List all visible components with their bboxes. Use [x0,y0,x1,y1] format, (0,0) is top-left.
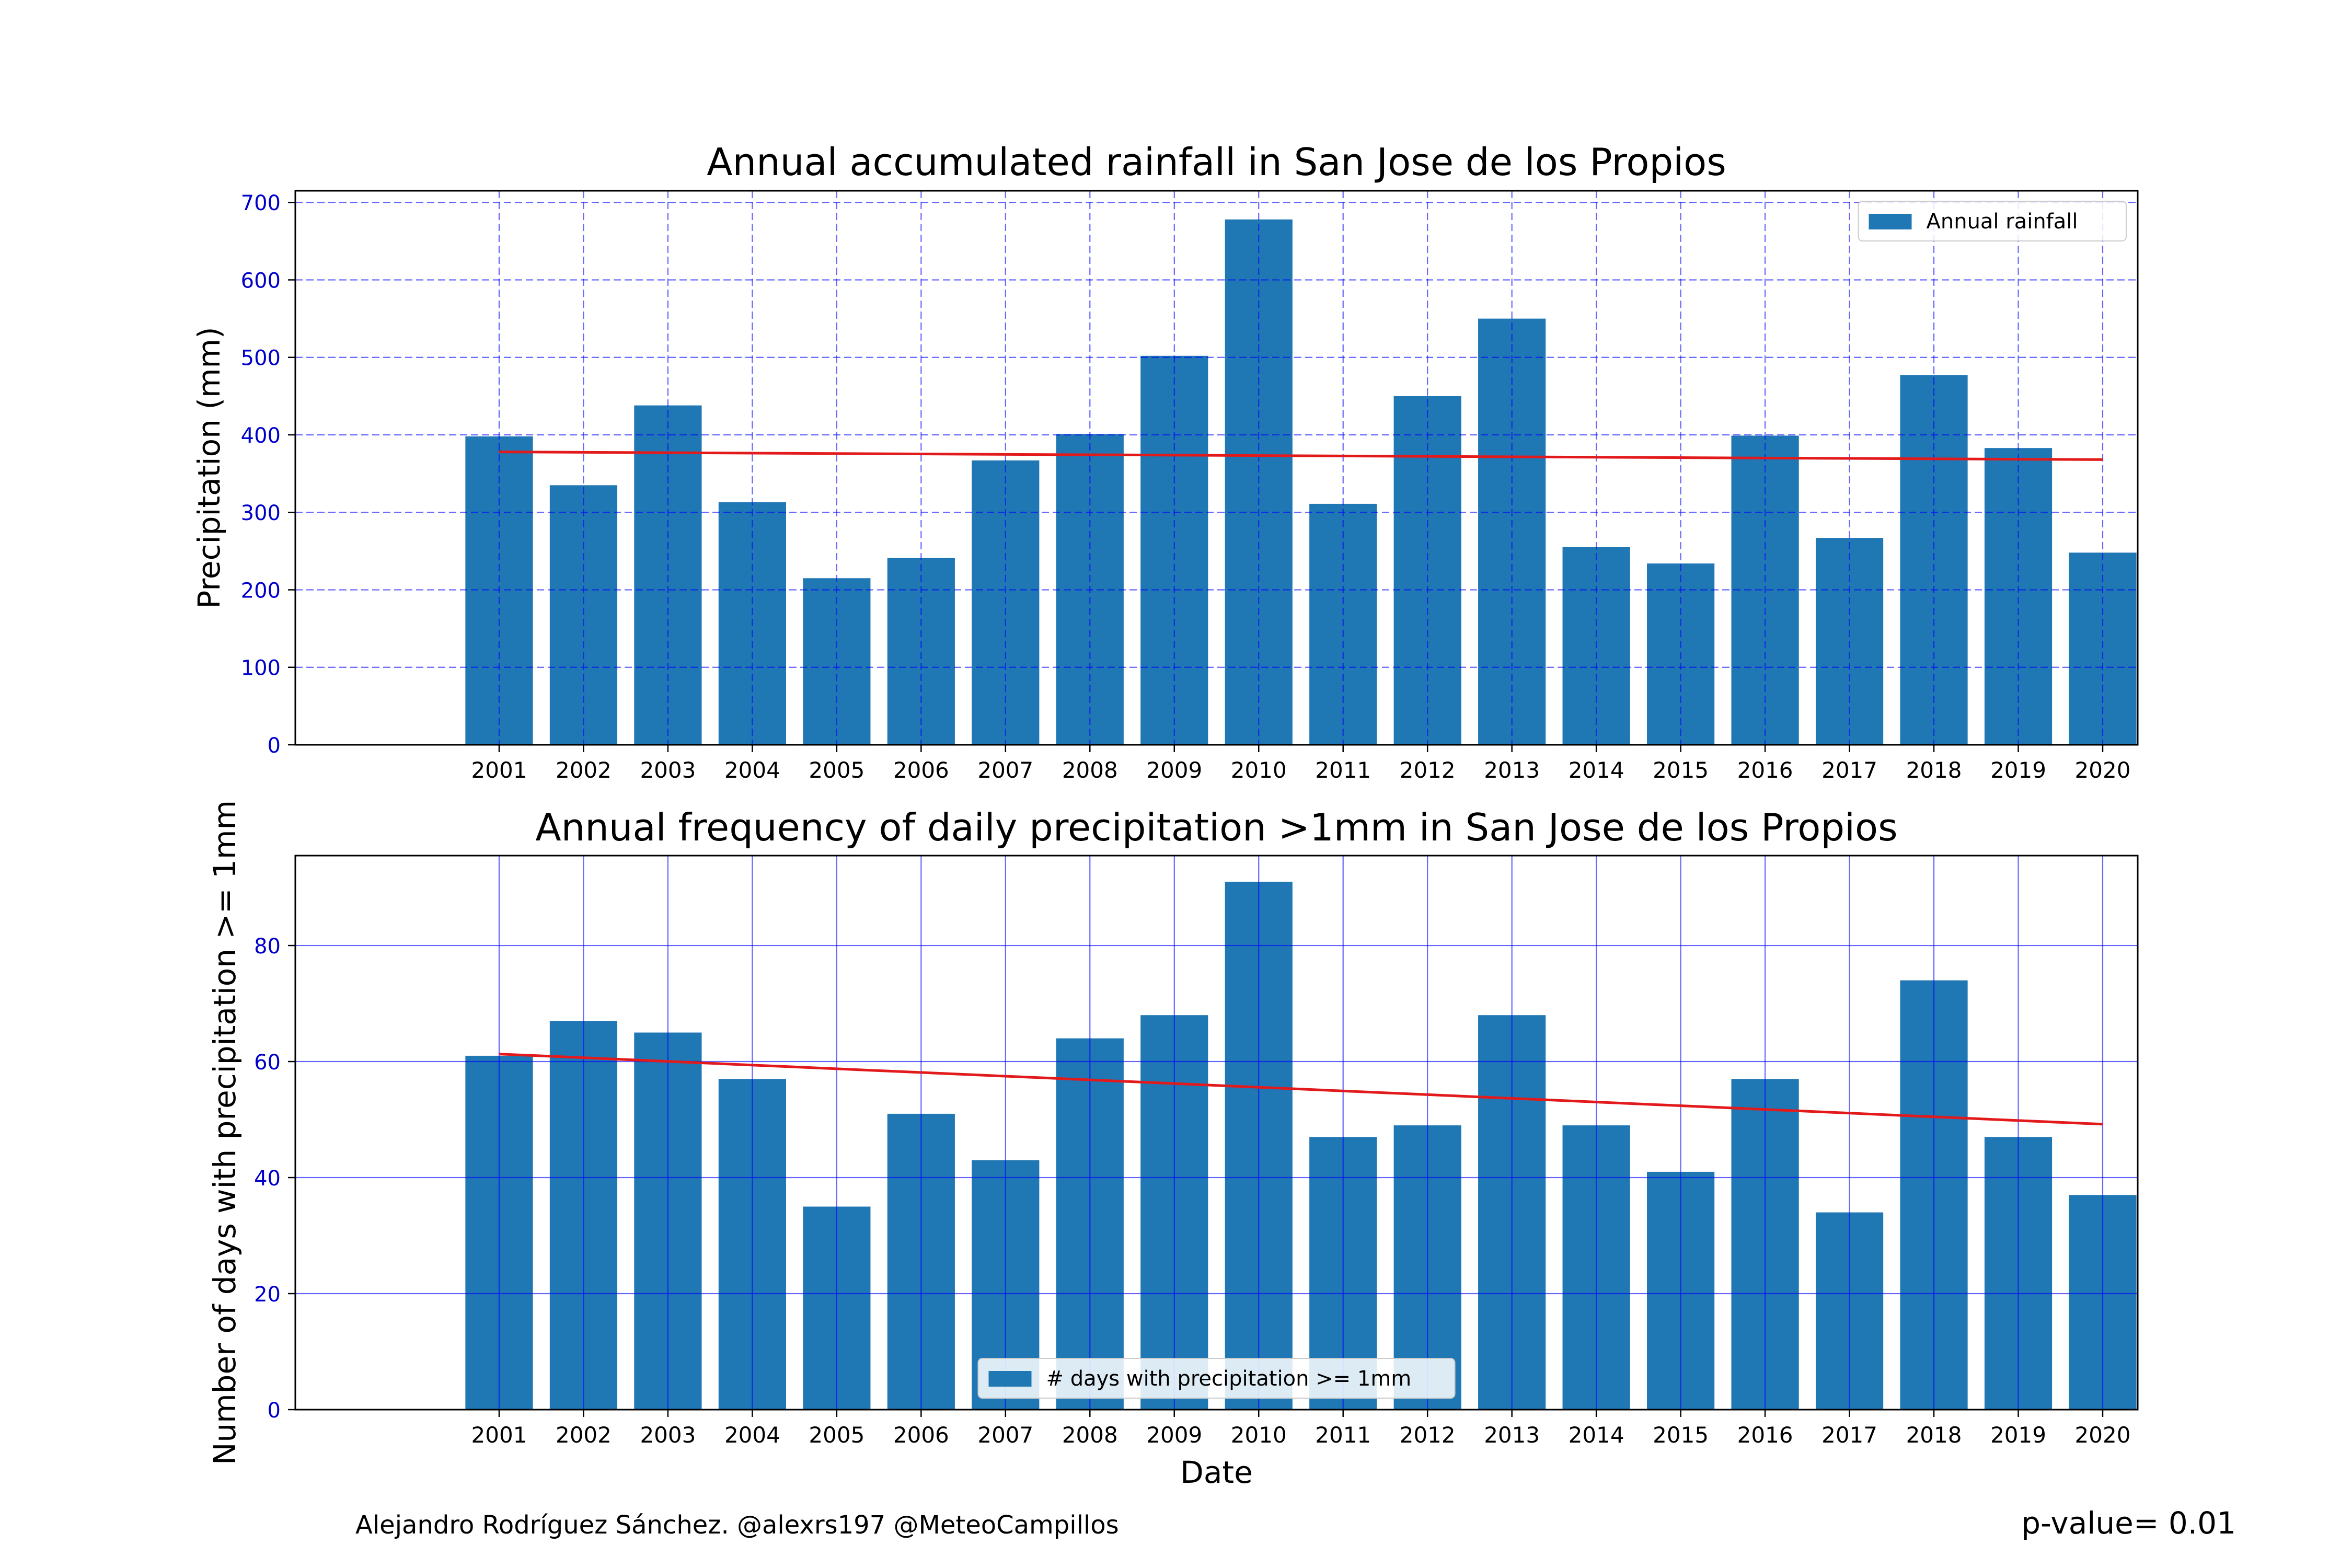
x-axis-label: Date [1180,1455,1253,1490]
legend-swatch [1869,214,1912,229]
x-tick-label: 2006 [893,1422,949,1448]
y-tick-label: 0 [268,1399,281,1423]
legend-label: Annual rainfall [1927,210,2078,234]
x-tick-label: 2007 [977,1422,1033,1448]
x-tick-label: 2001 [471,757,527,783]
y-tick-label: 400 [241,424,281,448]
x-tick-label: 2010 [1231,757,1287,783]
x-tick-label: 2001 [471,1422,527,1448]
legend-label: # days with precipitation >= 1mm [1046,1367,1412,1391]
x-tick-label: 2015 [1653,757,1709,783]
y-tick-label: 600 [241,269,281,293]
y-tick-label: 500 [241,347,281,371]
x-tick-label: 2013 [1484,1422,1540,1448]
x-tick-label: 2019 [1990,1422,2046,1448]
x-tick-label: 2020 [2075,1422,2131,1448]
trend-line [499,451,2103,461]
x-tick-label: 2011 [1315,1422,1371,1448]
y-axis-label: Number of days with precipitation >= 1mm [207,800,243,1465]
x-tick-label: 2013 [1484,757,1540,783]
legend-box [977,1358,1456,1399]
x-tick-label: 2006 [893,757,949,783]
trend-line [499,1053,2103,1126]
x-tick-label: 2004 [724,1422,780,1448]
x-tick-label: 2014 [1569,757,1624,783]
y-tick-label: 0 [268,734,281,758]
legend-swatch [988,1371,1032,1387]
x-tick-label: 2003 [640,1422,696,1448]
x-tick-label: 2016 [1737,1422,1793,1448]
x-tick-label: 2009 [1146,1422,1202,1448]
x-tick-label: 2018 [1906,757,1962,783]
chart-title: Annual frequency of daily precipitation … [535,805,1897,849]
x-tick-label: 2018 [1906,1422,1962,1448]
x-tick-label: 2020 [2075,757,2131,783]
y-tick-label: 200 [241,579,281,603]
x-tick-label: 2008 [1062,757,1118,783]
x-tick-label: 2019 [1990,757,2046,783]
x-tick-label: 2014 [1569,1422,1624,1448]
y-tick-label: 100 [241,656,281,681]
rainfall-chart: Annual accumulated rainfall in San Jose … [191,140,2139,783]
rain-days-chart: Annual frequency of daily precipitation … [207,800,2139,1490]
y-axis-label: Precipitation (mm) [191,327,227,608]
y-tick-label: 300 [241,501,281,525]
y-tick-label: 700 [241,191,281,215]
x-tick-label: 2015 [1653,1422,1709,1448]
y-tick-label: 40 [254,1167,281,1191]
x-tick-label: 2011 [1315,757,1371,783]
x-tick-label: 2010 [1231,1422,1287,1448]
p-value-label: p-value= 0.01 [2021,1505,2236,1541]
legend: Annual rainfall [1858,201,2127,241]
x-tick-label: 2008 [1062,1422,1118,1448]
legend-box [1858,201,2127,241]
chart-title: Annual accumulated rainfall in San Jose … [707,140,1726,184]
bar-2005 [803,578,871,745]
x-tick-label: 2012 [1400,1422,1456,1448]
x-tick-label: 2002 [556,1422,612,1448]
y-tick-label: 80 [254,935,281,959]
y-tick-label: 60 [254,1051,281,1075]
x-tick-label: 2017 [1821,1422,1877,1448]
bar-2019 [1984,448,2053,745]
x-tick-label: 2012 [1400,757,1456,783]
x-tick-label: 2004 [724,757,780,783]
x-tick-label: 2017 [1821,757,1877,783]
plot-frame [294,855,2139,1411]
x-tick-label: 2002 [556,757,612,783]
author-credit: Alejandro Rodríguez Sánchez. @alexrs197 … [355,1511,1119,1540]
x-tick-label: 2003 [640,757,696,783]
x-tick-label: 2005 [809,1422,864,1448]
legend: # days with precipitation >= 1mm [977,1358,1456,1399]
plot-frame [294,190,2139,746]
y-tick-label: 20 [254,1283,281,1307]
x-tick-label: 2016 [1737,757,1793,783]
x-tick-label: 2005 [809,757,864,783]
x-tick-label: 2007 [977,757,1033,783]
x-tick-label: 2009 [1146,757,1202,783]
